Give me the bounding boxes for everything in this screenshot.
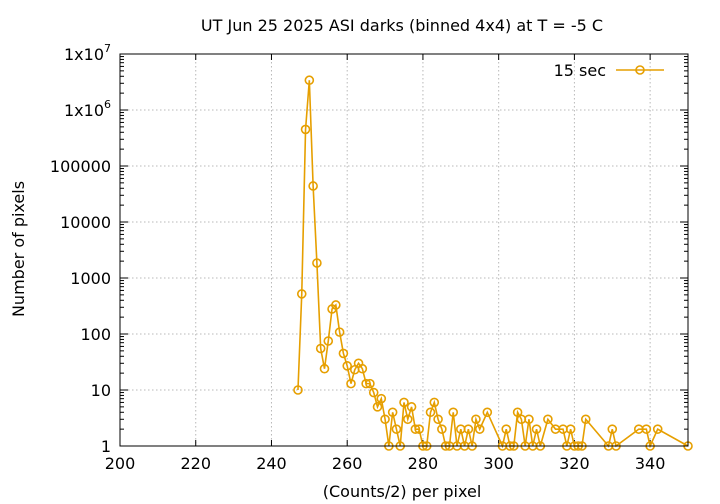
data-point <box>580 414 591 425</box>
data-point <box>474 424 485 434</box>
data-point <box>319 363 330 374</box>
legend: 15 sec <box>554 61 664 80</box>
y-tick-label: 100 <box>80 325 111 344</box>
data-point <box>387 407 398 418</box>
legend-marker-15-sec <box>635 65 645 75</box>
data-point <box>304 75 315 86</box>
data-point <box>334 327 345 337</box>
data-point <box>346 378 356 389</box>
data-point <box>429 397 440 408</box>
y-tick-label: 10000 <box>60 213 111 232</box>
x-tick-label: 220 <box>180 454 211 473</box>
data-point <box>391 424 402 434</box>
data-point <box>372 402 383 412</box>
data-point <box>512 407 523 418</box>
data-point <box>315 343 326 354</box>
chart-title: UT Jun 25 2025 ASI darks (binned 4x4) at… <box>201 16 603 35</box>
x-tick-label: 340 <box>635 454 666 473</box>
data-point <box>641 424 652 434</box>
y-tick-label: 1 <box>101 437 111 456</box>
data-point <box>338 348 349 359</box>
data-point <box>463 424 474 434</box>
x-tick-label: 260 <box>332 454 363 473</box>
data-point <box>342 361 353 371</box>
y-tick-labels: 1 10 100 1000 10000 100000 1x106 1x107 <box>50 42 111 456</box>
plot-frame <box>119 53 689 447</box>
axis-ticks <box>119 53 688 447</box>
data-point <box>300 124 311 135</box>
data-point <box>399 397 409 408</box>
y-tick-label: 100000 <box>50 157 111 176</box>
series-line-15-sec <box>297 80 689 449</box>
data-point <box>433 414 443 425</box>
data-point <box>293 385 303 395</box>
x-axis-label: (Counts/2) per pixel <box>323 482 482 501</box>
data-point <box>543 414 553 425</box>
series-layer <box>293 75 693 451</box>
data-point <box>482 407 493 418</box>
x-tick-label: 320 <box>559 454 590 473</box>
data-point <box>501 424 512 434</box>
data-point <box>652 424 663 434</box>
grid <box>120 54 688 446</box>
data-point <box>357 363 368 374</box>
data-point <box>425 407 436 418</box>
y-tick-label: 1000 <box>70 269 111 288</box>
data-point <box>380 414 390 425</box>
data-point <box>406 402 417 412</box>
y-tick-label: 1x107 <box>64 42 111 64</box>
x-tick-label: 300 <box>483 454 514 473</box>
data-point <box>607 424 618 434</box>
data-point <box>531 424 542 434</box>
data-point <box>565 424 576 434</box>
y-tick-label: 10 <box>91 381 111 400</box>
x-tick-label: 240 <box>256 454 287 473</box>
x-tick-label: 200 <box>105 454 136 473</box>
data-point <box>323 336 334 346</box>
legend-label-15-sec: 15 sec <box>554 61 606 80</box>
data-point <box>402 414 413 425</box>
data-point <box>448 407 459 418</box>
data-point <box>410 424 421 434</box>
data-point <box>312 258 322 268</box>
y-tick-label: 1x106 <box>64 98 111 120</box>
data-point <box>524 414 534 425</box>
x-tick-labels: 200 220 240 260 280 300 320 340 <box>105 454 666 473</box>
data-point <box>365 378 375 389</box>
data-point <box>331 300 341 310</box>
x-tick-label: 280 <box>408 454 439 473</box>
data-point <box>471 414 481 425</box>
data-point <box>414 424 424 434</box>
data-point <box>308 181 318 191</box>
data-point <box>437 424 447 434</box>
data-point <box>368 387 379 398</box>
data-point <box>361 378 371 389</box>
y-axis-label: Number of pixels <box>9 181 28 317</box>
data-point <box>296 289 307 299</box>
data-point <box>376 393 387 404</box>
